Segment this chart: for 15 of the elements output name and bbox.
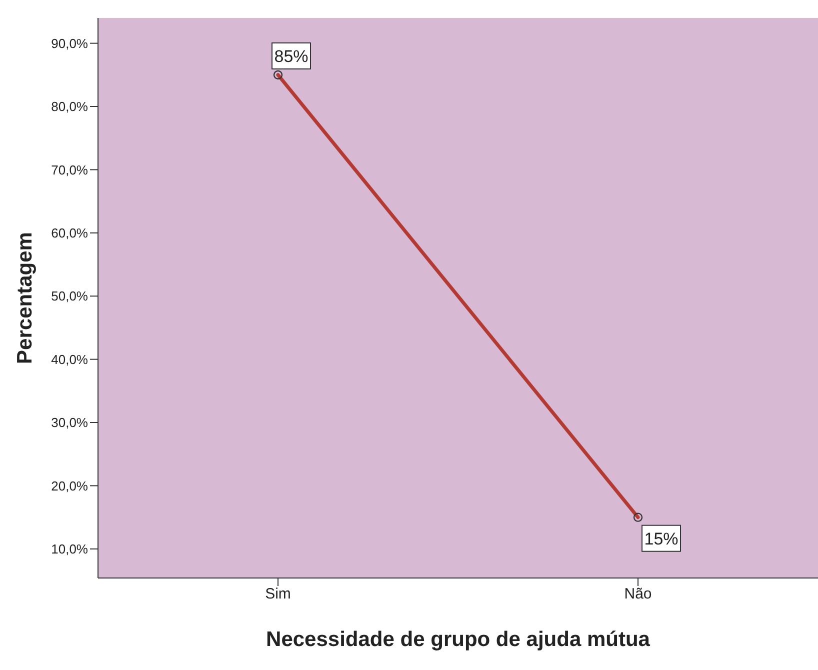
data-label: 15% <box>644 529 678 548</box>
y-tick-label: 50,0% <box>51 288 88 304</box>
data-label: 85% <box>274 46 308 66</box>
y-tick-label: 70,0% <box>51 162 88 178</box>
y-tick-label: 90,0% <box>51 36 88 51</box>
y-tick-label: 20,0% <box>51 478 88 494</box>
y-tick-label: 80,0% <box>51 99 88 114</box>
y-tick-label: 10,0% <box>51 542 88 557</box>
y-tick-label: 40,0% <box>51 352 88 367</box>
x-axis-title: Necessidade de grupo de ajuda mútua <box>266 628 650 651</box>
x-tick-label: Não <box>624 586 652 603</box>
x-tick-label: Sim <box>265 586 291 603</box>
y-tick-label: 30,0% <box>51 415 88 430</box>
y-axis-title: Percentagem <box>13 232 36 364</box>
y-tick-label: 60,0% <box>51 226 88 241</box>
